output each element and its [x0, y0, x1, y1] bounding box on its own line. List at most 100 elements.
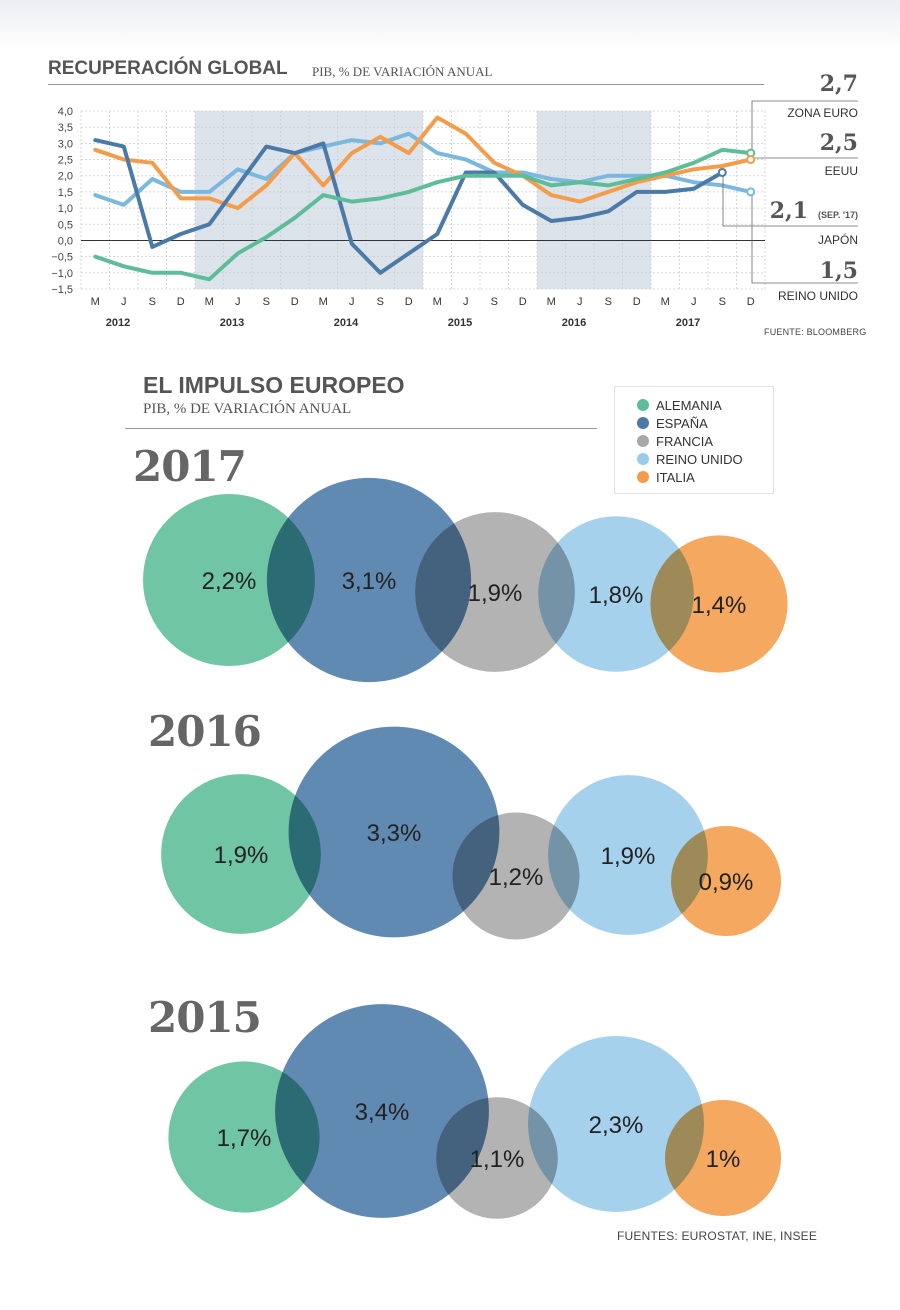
legend-label: ITALIA — [656, 469, 695, 485]
bubble-alemania — [161, 774, 321, 934]
series-end-marker — [746, 155, 756, 165]
bubble-value-label: 2,2% — [202, 568, 257, 595]
x-tick-label: J — [691, 296, 697, 308]
year-label-2015: 2015 — [148, 993, 262, 1042]
x-tick-label: S — [719, 296, 726, 308]
line-chart: 4,0 3,5 3,0 2,5 2,0 1,5 1,0 0,5 0,0 −0,5 −1,0 −1,5 M… — [51, 71, 858, 329]
line-chart-title: RECUPERACIÓN GLOBAL — [48, 58, 288, 79]
series-line — [93, 115, 753, 211]
bubble-value-label: 1,9% — [214, 842, 269, 869]
x-group-label: 2014 — [334, 317, 359, 329]
bubble-italia — [671, 826, 781, 936]
series-name-label: ZONA EURO — [787, 106, 858, 120]
bubble-value-label: 1,2% — [489, 864, 544, 891]
bubble-value-label: 1,9% — [601, 843, 656, 870]
x-tick-label: S — [377, 296, 384, 308]
x-group-label: 2016 — [562, 317, 586, 329]
x-tick-label: D — [291, 296, 299, 308]
series-end-note: (SEP. '17) — [818, 210, 858, 220]
y-tick-label: 2,0 — [58, 171, 73, 183]
series-end-value: 2,7 — [820, 71, 858, 97]
x-tick-label: D — [519, 296, 527, 308]
x-tick-label: D — [405, 296, 413, 308]
legend-item-espana: ESPAÑA — [637, 414, 773, 432]
x-group-label: 2017 — [676, 317, 700, 329]
legend-item-francia: FRANCIA — [637, 432, 773, 450]
x-tick-label: J — [121, 296, 127, 308]
x-group-label: 2012 — [106, 317, 130, 329]
x-tick-label: M — [91, 296, 100, 308]
bubble-francia — [436, 1097, 558, 1219]
bubble-espana — [275, 1004, 489, 1218]
legend-item-alemania: ALEMANIA — [637, 396, 773, 414]
y-tick-label: 4,0 — [58, 106, 73, 118]
line-chart-source: FUENTE: BLOOMBERG — [764, 327, 867, 337]
legend-swatch — [637, 471, 649, 483]
x-tick-label: S — [263, 296, 270, 308]
line-chart-title-rule — [48, 84, 764, 85]
legend-swatch — [637, 417, 649, 429]
x-tick-label: J — [235, 296, 241, 308]
x-group-label: 2015 — [448, 317, 472, 329]
x-tick-label: S — [605, 296, 612, 308]
series-end-value: 2,1 — [770, 198, 808, 224]
bubble-espana — [266, 477, 472, 683]
bubble-chart-source: FUENTES: EUROSTAT, INE, INSEE — [617, 1229, 818, 1243]
bubble-value-label: 1% — [706, 1146, 741, 1173]
series-end-value: 1,5 — [820, 258, 858, 284]
x-tick-label: D — [633, 296, 641, 308]
header-band — [0, 0, 900, 52]
y-tick-label: 1,5 — [58, 187, 73, 199]
legend-label: ALEMANIA — [656, 397, 722, 413]
y-tick-label: 2,5 — [58, 155, 73, 167]
bubble-francia — [415, 512, 575, 672]
x-tick-label: S — [149, 296, 156, 308]
x-tick-label: M — [661, 296, 670, 308]
bubble-value-label: 2,3% — [589, 1112, 644, 1139]
y-tick-label: −1,5 — [51, 284, 73, 296]
x-tick-label: J — [463, 296, 469, 308]
legend-item-reino-unido: REINO UNIDO — [637, 450, 773, 468]
bubble-chart-title-rule — [125, 428, 597, 429]
bubble-value-label: 3,3% — [367, 820, 422, 847]
x-group-label: 2013 — [220, 317, 244, 329]
x-tick-label: J — [349, 296, 355, 308]
y-tick-label: −1,0 — [51, 268, 73, 280]
y-tick-label: 3,5 — [58, 122, 73, 134]
series-name-label: REINO UNIDO — [778, 289, 858, 303]
bubble-value-label: 3,4% — [355, 1099, 410, 1126]
bubble-reino-unido — [548, 775, 708, 935]
bubble-francia — [452, 812, 580, 940]
series-end-value: 2,5 — [820, 130, 858, 156]
series-line — [93, 138, 725, 275]
x-tick-label: M — [547, 296, 556, 308]
x-tick-label: M — [319, 296, 328, 308]
legend-item-italia: ITALIA — [637, 468, 773, 486]
bubble-chart-title: EL IMPULSO EUROPEO — [143, 372, 405, 398]
bubble-value-label: 0,9% — [699, 869, 754, 896]
y-tick-label: 0,5 — [58, 219, 73, 231]
bubble-value-label: 1,7% — [217, 1125, 272, 1152]
bubble-value-label: 1,8% — [589, 582, 644, 609]
year-label-2016: 2016 — [148, 707, 262, 756]
bubble-legend: ALEMANIA ESPAÑA FRANCIA REINO UNIDO ITAL… — [614, 386, 774, 494]
bubble-espana — [288, 726, 500, 938]
y-tick-label: 3,0 — [58, 138, 73, 150]
x-tick-label: J — [577, 296, 583, 308]
x-tick-label: D — [747, 296, 755, 308]
x-tick-label: S — [491, 296, 498, 308]
bubble-value-label: 1,9% — [468, 580, 523, 607]
legend-label: FRANCIA — [656, 433, 714, 449]
bubble-value-label: 1,4% — [692, 592, 747, 619]
x-tick-label: D — [177, 296, 185, 308]
x-tick-label: M — [205, 296, 214, 308]
year-label-2017: 2017 — [133, 442, 247, 491]
legend-swatch — [637, 453, 649, 465]
bubble-reino-unido — [538, 516, 694, 672]
bubble-chart-subtitle: PIB, % DE VARIACIÓN ANUAL — [143, 401, 352, 417]
y-tick-label: 1,0 — [58, 203, 73, 215]
bubble-alemania — [143, 494, 315, 666]
y-tick-label: −0,5 — [51, 252, 73, 264]
series-name-label: EEUU — [825, 164, 858, 178]
